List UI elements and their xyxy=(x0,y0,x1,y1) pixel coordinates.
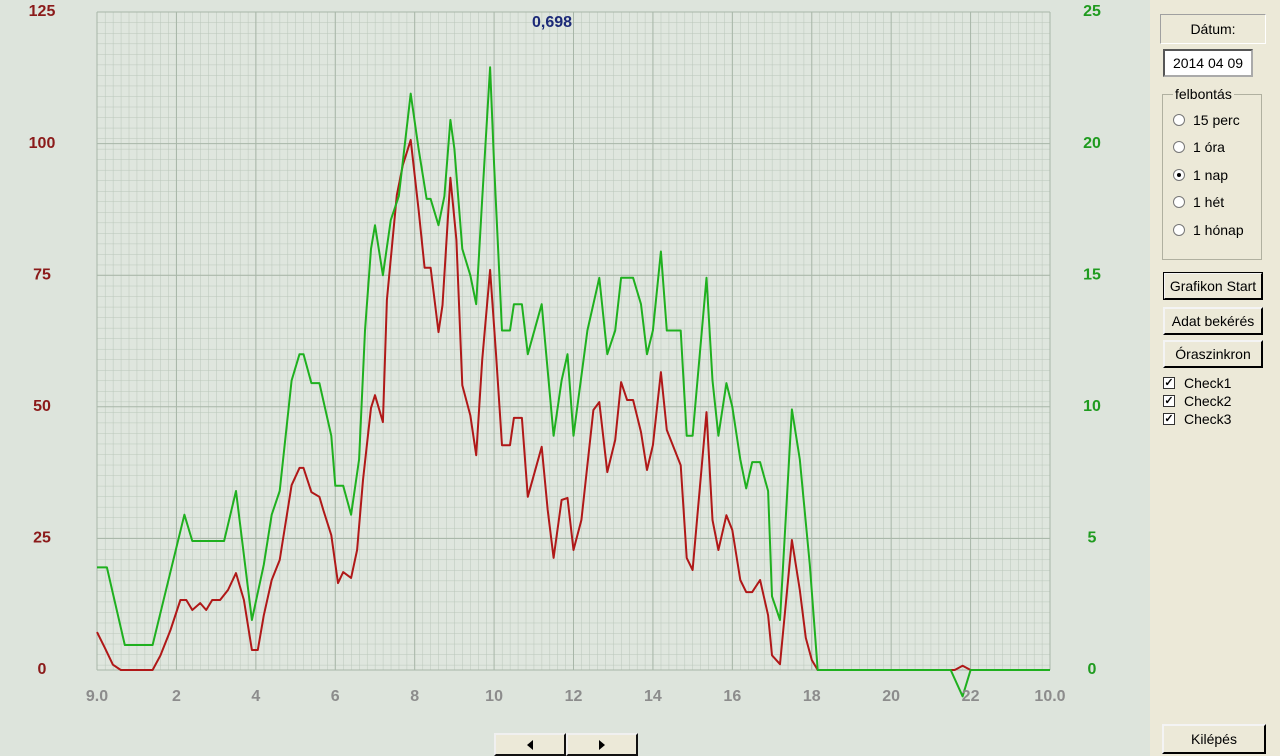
y-tick-label: 25 xyxy=(33,530,51,547)
button[interactable]: Óraszinkron xyxy=(1163,340,1263,368)
radio-label: 1 hét xyxy=(1193,194,1225,211)
date-input[interactable]: 2014 04 09 xyxy=(1163,49,1253,77)
x-tick-label: 4 xyxy=(251,688,260,705)
y2-tick-label: 20 xyxy=(1083,135,1101,152)
x-tick-label: 12 xyxy=(565,688,583,705)
y2-tick-label: 5 xyxy=(1088,530,1097,547)
x-tick-label: 20 xyxy=(882,688,900,705)
radio-circle xyxy=(1173,113,1185,126)
resolution-legend: felbontás xyxy=(1175,86,1232,102)
x-tick-label: 10 xyxy=(485,688,503,705)
checkbox[interactable]: ✓ Check3 xyxy=(1163,410,1231,428)
exit-button[interactable]: Kilépés xyxy=(1162,724,1266,754)
date-label: Dátum: xyxy=(1160,14,1266,44)
radio-option[interactable]: 15 perc xyxy=(1173,106,1261,134)
x-tick-label: 6 xyxy=(331,688,340,705)
side-panel: Dátum: 2014 04 09 felbontás 15 perc 1 óra… xyxy=(1150,0,1280,756)
checkbox-label: Check2 xyxy=(1184,393,1232,409)
button[interactable]: Adat bekérés xyxy=(1163,307,1263,335)
button[interactable]: Grafikon Start xyxy=(1163,272,1263,300)
arrow-right xyxy=(599,739,605,750)
y2-tick-label: 25 xyxy=(1083,3,1101,20)
checkbox[interactable]: ✓ Check2 xyxy=(1163,392,1231,410)
radio-option[interactable]: 1 hét xyxy=(1173,189,1261,217)
radio-label: 1 nap xyxy=(1193,166,1229,183)
radio-option[interactable]: 1 hónap xyxy=(1173,216,1261,244)
resolution-group: felbontás 15 perc 1 óra 1 nap 1 hét 1 hónap xyxy=(1162,86,1262,260)
radio-label: 15 perc xyxy=(1193,111,1240,128)
x-tick-label: 8 xyxy=(410,688,419,705)
series-line xyxy=(96,138,1050,671)
x-tick-label: 9.0 xyxy=(86,688,108,705)
chart-title: 0,698 xyxy=(532,14,572,31)
y2-tick-label: 15 xyxy=(1083,266,1101,283)
y-tick-label: 125 xyxy=(29,3,56,20)
x-tick-label: 10.0 xyxy=(1034,688,1065,705)
scroll-buttons xyxy=(494,733,638,756)
checkbox-box: ✓ xyxy=(1163,395,1175,407)
checkbox-box: ✓ xyxy=(1163,377,1175,389)
radio-circle xyxy=(1173,141,1185,154)
x-tick-label: 16 xyxy=(723,688,741,705)
x-tick-label: 18 xyxy=(803,688,821,705)
y-tick-label: 100 xyxy=(29,135,56,152)
radio-label: 1 óra xyxy=(1193,139,1225,156)
y-tick-label: 50 xyxy=(33,398,51,415)
x-tick-label: 22 xyxy=(962,688,980,705)
arrow-left xyxy=(527,739,533,750)
scroll-left[interactable] xyxy=(494,733,566,756)
x-tick-label: 2 xyxy=(172,688,181,705)
checkbox[interactable]: ✓ Check1 xyxy=(1163,374,1231,392)
radio-circle xyxy=(1173,223,1185,236)
y-tick-label: 0 xyxy=(38,661,47,678)
series-line xyxy=(97,66,1050,698)
radio-circle xyxy=(1173,168,1185,181)
radio-option[interactable]: 1 nap xyxy=(1173,161,1261,189)
checkbox-label: Check1 xyxy=(1184,375,1232,391)
radio-label: 1 hónap xyxy=(1193,221,1244,238)
y-tick-label: 75 xyxy=(33,266,51,283)
checkbox-label: Check3 xyxy=(1184,411,1232,427)
y2-tick-label: 10 xyxy=(1083,398,1101,415)
radio-circle xyxy=(1173,196,1185,209)
chart: 0,698 9.0 2 4 6 8 10 12 14 16 18 20 22 10.0025507510… xyxy=(29,3,1101,705)
x-tick-label: 14 xyxy=(644,688,662,705)
radio-option[interactable]: 1 óra xyxy=(1173,134,1261,162)
checkbox-box: ✓ xyxy=(1163,413,1175,425)
y2-tick-label: 0 xyxy=(1088,661,1097,678)
scroll-right[interactable] xyxy=(566,733,638,756)
